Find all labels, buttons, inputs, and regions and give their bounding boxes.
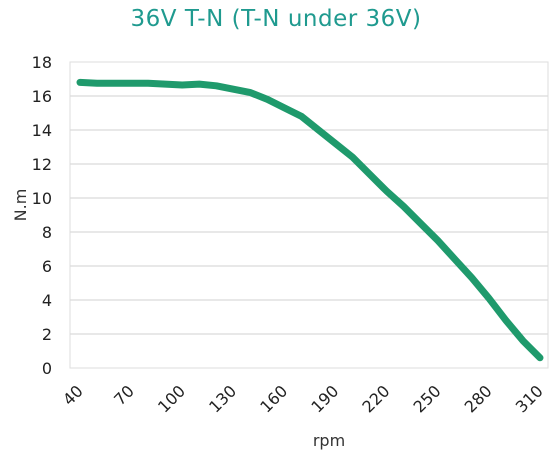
x-tick-label-0: 40	[59, 381, 87, 409]
x-tick-label-7: 250	[410, 381, 445, 416]
y-tick-label-8: 16	[32, 87, 52, 106]
y-tick-label-4: 8	[42, 223, 52, 242]
x-axis-label: rpm	[313, 431, 345, 450]
plot-frame	[69, 61, 549, 369]
y-tick-label-1: 2	[42, 325, 52, 344]
y-tick-label-5: 10	[32, 189, 52, 208]
y-axis-label: N.m	[11, 189, 30, 222]
x-tick-label-9: 310	[512, 381, 547, 416]
y-tick-label-2: 4	[42, 291, 52, 310]
grid-layer	[70, 61, 548, 369]
x-tick-label-6: 220	[358, 381, 393, 416]
y-tick-label-7: 14	[32, 121, 52, 140]
y-tick-labels: 0 2 4 6 8 10 12 14 16 18	[32, 53, 52, 378]
y-tick-label-9: 18	[32, 53, 52, 72]
y-tick-label-0: 0	[42, 359, 52, 378]
x-tick-label-2: 100	[154, 381, 189, 416]
x-tick-label-8: 280	[461, 381, 496, 416]
x-tick-label-5: 190	[307, 381, 342, 416]
y-tick-label-6: 12	[32, 155, 52, 174]
x-tick-label-4: 160	[256, 381, 291, 416]
chart-title: 36V T-N (T-N under 36V)	[130, 6, 422, 32]
series-layer	[76, 78, 544, 362]
y-tick-label-3: 6	[42, 257, 52, 276]
plot-frame-rect	[69, 61, 549, 369]
series-line-0	[76, 78, 544, 362]
x-tick-labels: 40 70 100 130 160 190 220 250 280 310	[59, 381, 547, 416]
x-tick-label-3: 130	[205, 381, 240, 416]
x-tick-label-1: 70	[110, 381, 138, 409]
